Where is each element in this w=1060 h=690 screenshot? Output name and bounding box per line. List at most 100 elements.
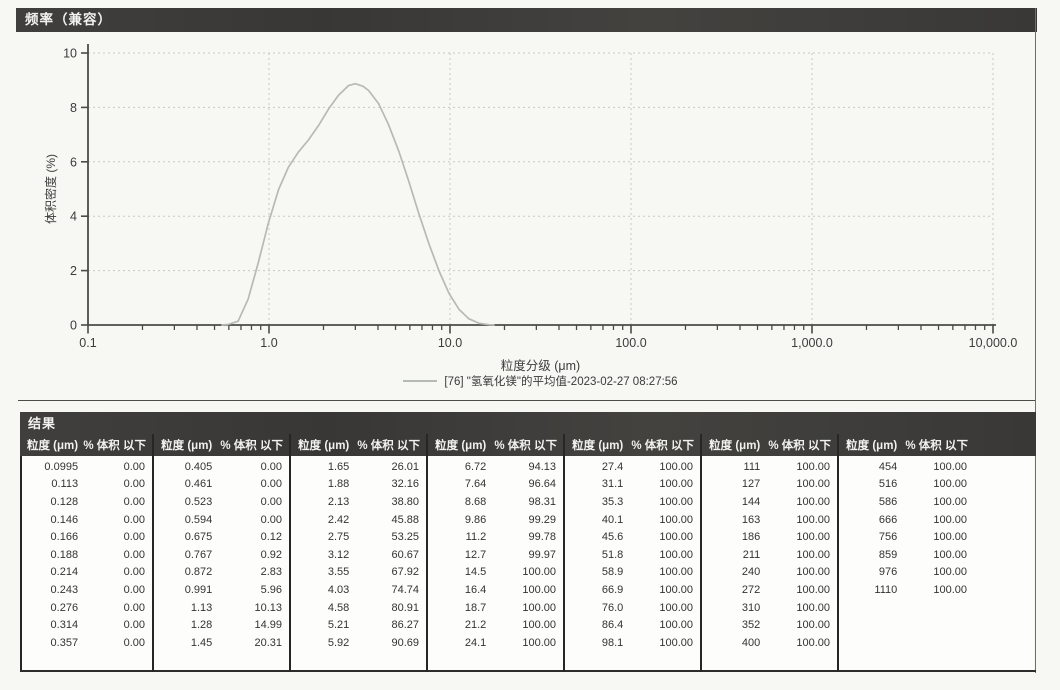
volume-percent-cell: 60.67 bbox=[391, 548, 419, 561]
table-row: 16.4 100.00 bbox=[426, 581, 563, 599]
table-row: 35.3 100.00 bbox=[563, 493, 700, 511]
size-value-cell: 0.461 bbox=[184, 478, 213, 491]
table-row: 11.2 99.78 bbox=[426, 528, 563, 546]
table-row: 4.58 80.91 bbox=[289, 599, 426, 617]
table-row: 0.113 0.00 bbox=[20, 476, 152, 494]
table-row: 3.12 60.67 bbox=[289, 546, 426, 564]
volume-percent-cell: 0.00 bbox=[123, 636, 145, 649]
table-row: 0.146 0.00 bbox=[20, 511, 152, 529]
size-value-cell: 0.113 bbox=[51, 478, 79, 491]
results-header-group: 粒度 (μm) % 体积 以下 bbox=[152, 434, 289, 456]
results-data-group: 111 100.00 127 100.00 144 100.00 163 100.00 186 1… bbox=[700, 458, 837, 652]
table-row: 0.594 0.00 bbox=[152, 511, 289, 529]
results-data-group: 27.4 100.00 31.1 100.00 35.3 100.00 40.1 100.00… bbox=[563, 458, 700, 652]
size-value-cell: 1.88 bbox=[327, 478, 350, 491]
volume-percent-cell: 100.00 bbox=[796, 636, 830, 649]
volume-percent-cell: 5.96 bbox=[260, 583, 282, 596]
volume-percent-cell: 0.00 bbox=[123, 583, 145, 596]
volume-percent-cell: 96.64 bbox=[528, 478, 556, 491]
volume-percent-cell: 100.00 bbox=[796, 619, 830, 632]
table-row: 18.7 100.00 bbox=[426, 599, 563, 617]
size-value-cell: 27.4 bbox=[601, 460, 624, 473]
results-header-group: 粒度 (μm) % 体积 以下 bbox=[700, 434, 837, 456]
table-row: 186 100.00 bbox=[700, 528, 837, 546]
table-row: 0.357 0.00 bbox=[20, 634, 152, 652]
size-value-cell: 0.0995 bbox=[44, 460, 79, 473]
size-value-cell: 14.5 bbox=[464, 566, 487, 579]
volume-percent-cell: 0.00 bbox=[123, 601, 145, 614]
table-row: 12.7 99.97 bbox=[426, 546, 563, 564]
volume-percent-cell: 100.00 bbox=[659, 566, 693, 579]
page-right-edge-line bbox=[1035, 8, 1036, 673]
x-tick-label: 0.1 bbox=[79, 336, 96, 350]
volume-percent-cell: 32.16 bbox=[391, 478, 419, 491]
size-value-cell: 35.3 bbox=[601, 495, 624, 508]
volume-percent-cell: 100.00 bbox=[933, 513, 967, 526]
volume-percent-cell: 100.00 bbox=[796, 478, 830, 491]
volume-percent-cell: 100.00 bbox=[522, 601, 556, 614]
results-title-bar: 结果 bbox=[20, 412, 1036, 434]
table-row: 2.13 38.80 bbox=[289, 493, 426, 511]
volume-percent-cell: 26.01 bbox=[391, 460, 419, 473]
table-row: 0.523 0.00 bbox=[152, 493, 289, 511]
size-value-cell: 0.146 bbox=[50, 513, 79, 526]
size-value-cell: 127 bbox=[741, 478, 761, 491]
size-value-cell: 976 bbox=[878, 566, 898, 579]
panel-divider-line bbox=[18, 400, 1036, 401]
size-value-cell: 58.9 bbox=[601, 566, 624, 579]
volume-percent-cell: 53.25 bbox=[391, 531, 419, 544]
volume-percent-cell: 100.00 bbox=[933, 583, 967, 596]
results-bottom-border bbox=[20, 670, 1036, 672]
size-value-cell: 66.9 bbox=[601, 583, 624, 596]
volume-percent-cell: 99.78 bbox=[528, 531, 556, 544]
size-value-cell: 516 bbox=[878, 478, 898, 491]
size-value-cell: 16.4 bbox=[464, 583, 487, 596]
volume-percent-cell: 100.00 bbox=[522, 636, 556, 649]
column-header-size: 粒度 (μm) bbox=[709, 440, 761, 452]
size-value-cell: 0.594 bbox=[184, 513, 213, 526]
volume-percent-cell: 100.00 bbox=[659, 478, 693, 491]
column-separator bbox=[700, 434, 702, 672]
results-title: 结果 bbox=[28, 416, 57, 431]
table-row: 454 100.00 bbox=[837, 458, 974, 476]
table-row: 2.42 45.88 bbox=[289, 511, 426, 529]
size-value-cell: 272 bbox=[741, 583, 761, 596]
table-row: 211 100.00 bbox=[700, 546, 837, 564]
size-value-cell: 0.276 bbox=[50, 601, 79, 614]
size-value-cell: 5.21 bbox=[327, 619, 350, 632]
table-row: 0.128 0.00 bbox=[20, 493, 152, 511]
column-separator bbox=[426, 434, 428, 672]
size-value-cell: 12.7 bbox=[464, 548, 487, 561]
table-row: 86.4 100.00 bbox=[563, 616, 700, 634]
volume-percent-cell: 100.00 bbox=[796, 548, 830, 561]
size-value-cell: 11.2 bbox=[465, 531, 487, 544]
size-value-cell: 111 bbox=[743, 460, 761, 473]
volume-percent-cell: 100.00 bbox=[796, 531, 830, 544]
volume-percent-cell: 100.00 bbox=[933, 548, 967, 561]
table-row: 666 100.00 bbox=[837, 511, 974, 529]
volume-percent-cell: 2.83 bbox=[260, 566, 282, 579]
volume-percent-cell: 0.00 bbox=[123, 478, 145, 491]
x-tick-label: 10,000.0 bbox=[969, 336, 1018, 350]
table-row: 516 100.00 bbox=[837, 476, 974, 494]
volume-percent-cell: 100.00 bbox=[659, 619, 693, 632]
legend-line-sample bbox=[403, 380, 438, 382]
frequency-distribution-chart: 0 2 4 6 8 10 0.1 1.0 10.0 100.0 1,000.0 10,000.0 bbox=[63, 44, 1018, 350]
table-row: 0.675 0.12 bbox=[152, 528, 289, 546]
y-tick-label: 8 bbox=[70, 101, 77, 115]
table-row: 0.405 0.00 bbox=[152, 458, 289, 476]
size-value-cell: 0.314 bbox=[50, 619, 79, 632]
size-value-cell: 0.243 bbox=[50, 583, 79, 596]
results-panel: 结果 粒度 (μm)% 体积 以下 粒度 (μm)% 体积 以下 粒度 (μm)% … bbox=[20, 412, 1036, 672]
volume-percent-cell: 0.92 bbox=[260, 548, 282, 561]
volume-percent-cell: 38.80 bbox=[391, 495, 419, 508]
column-separator bbox=[289, 434, 291, 672]
table-row: 163 100.00 bbox=[700, 511, 837, 529]
table-row: 0.188 0.00 bbox=[20, 546, 152, 564]
table-row: 127 100.00 bbox=[700, 476, 837, 494]
size-value-cell: 240 bbox=[741, 566, 761, 579]
table-row: 3.55 67.92 bbox=[289, 564, 426, 582]
volume-percent-cell: 100.00 bbox=[796, 566, 830, 579]
volume-percent-cell: 100.00 bbox=[933, 531, 967, 544]
legend-label: [76] "氢氧化镁"的平均值-2023-02-27 08:27:56 bbox=[444, 376, 678, 388]
